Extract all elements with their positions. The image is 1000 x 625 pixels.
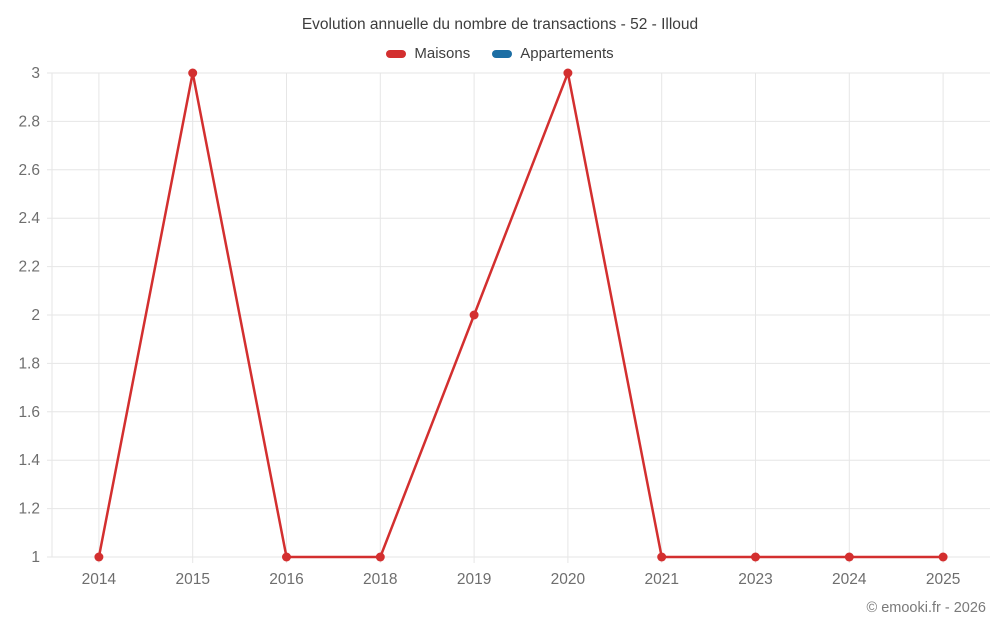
- x-tick-label: 2019: [457, 571, 491, 588]
- legend-label: Maisons: [414, 45, 471, 62]
- line-series-maisons: [97, 71, 945, 559]
- y-tick-label: 1.4: [18, 452, 40, 469]
- x-tick-label: 2023: [738, 571, 772, 588]
- y-tick-label: 2.6: [18, 162, 40, 179]
- chart-legend: Maisons Appartements: [0, 45, 1000, 62]
- y-tick-label: 2.4: [18, 210, 40, 227]
- data-point-maisons-2020[interactable]: [563, 68, 573, 78]
- data-point-maisons-2019[interactable]: [469, 310, 479, 320]
- y-tick-label: 1.8: [18, 355, 40, 372]
- legend-label: Appartements: [520, 45, 614, 62]
- x-tick-label: 2025: [926, 571, 960, 588]
- data-point-maisons-2014[interactable]: [94, 552, 104, 562]
- x-tick-label: 2015: [175, 571, 209, 588]
- data-point-maisons-2024[interactable]: [844, 552, 854, 562]
- legend-item-maisons[interactable]: Maisons: [386, 45, 470, 62]
- legend-swatch-maisons: [386, 49, 407, 58]
- x-tick-label: 2014: [82, 571, 117, 588]
- y-tick-label: 2: [31, 307, 40, 324]
- data-point-maisons-2015[interactable]: [188, 68, 198, 78]
- x-tick-label: 2018: [363, 571, 397, 588]
- chart-title: Evolution annuelle du nombre de transact…: [301, 16, 699, 33]
- legend-swatch-appartements: [492, 49, 513, 58]
- y-tick-label: 2.2: [18, 259, 40, 276]
- data-point-maisons-2016[interactable]: [282, 552, 291, 562]
- y-tick-label: 3: [31, 65, 40, 82]
- x-tick-label: 2021: [644, 571, 678, 588]
- y-tick-label: 1: [31, 549, 40, 566]
- data-point-maisons-2023[interactable]: [751, 552, 760, 562]
- x-tick-label: 2024: [832, 571, 867, 588]
- y-tick-label: 1.2: [18, 501, 40, 518]
- y-tick-label: 1.6: [18, 404, 40, 421]
- data-point-maisons-2021[interactable]: [657, 552, 667, 562]
- x-tick-label: 2020: [551, 571, 586, 588]
- legend-item-appartements[interactable]: Appartements: [492, 45, 614, 62]
- y-tick-label: 2.8: [18, 113, 40, 130]
- data-point-maisons-2018[interactable]: [375, 552, 385, 562]
- copyright-text: © emooki.fr - 2026: [866, 600, 986, 616]
- data-point-maisons-2025[interactable]: [938, 552, 948, 562]
- x-tick-label: 2016: [269, 571, 303, 588]
